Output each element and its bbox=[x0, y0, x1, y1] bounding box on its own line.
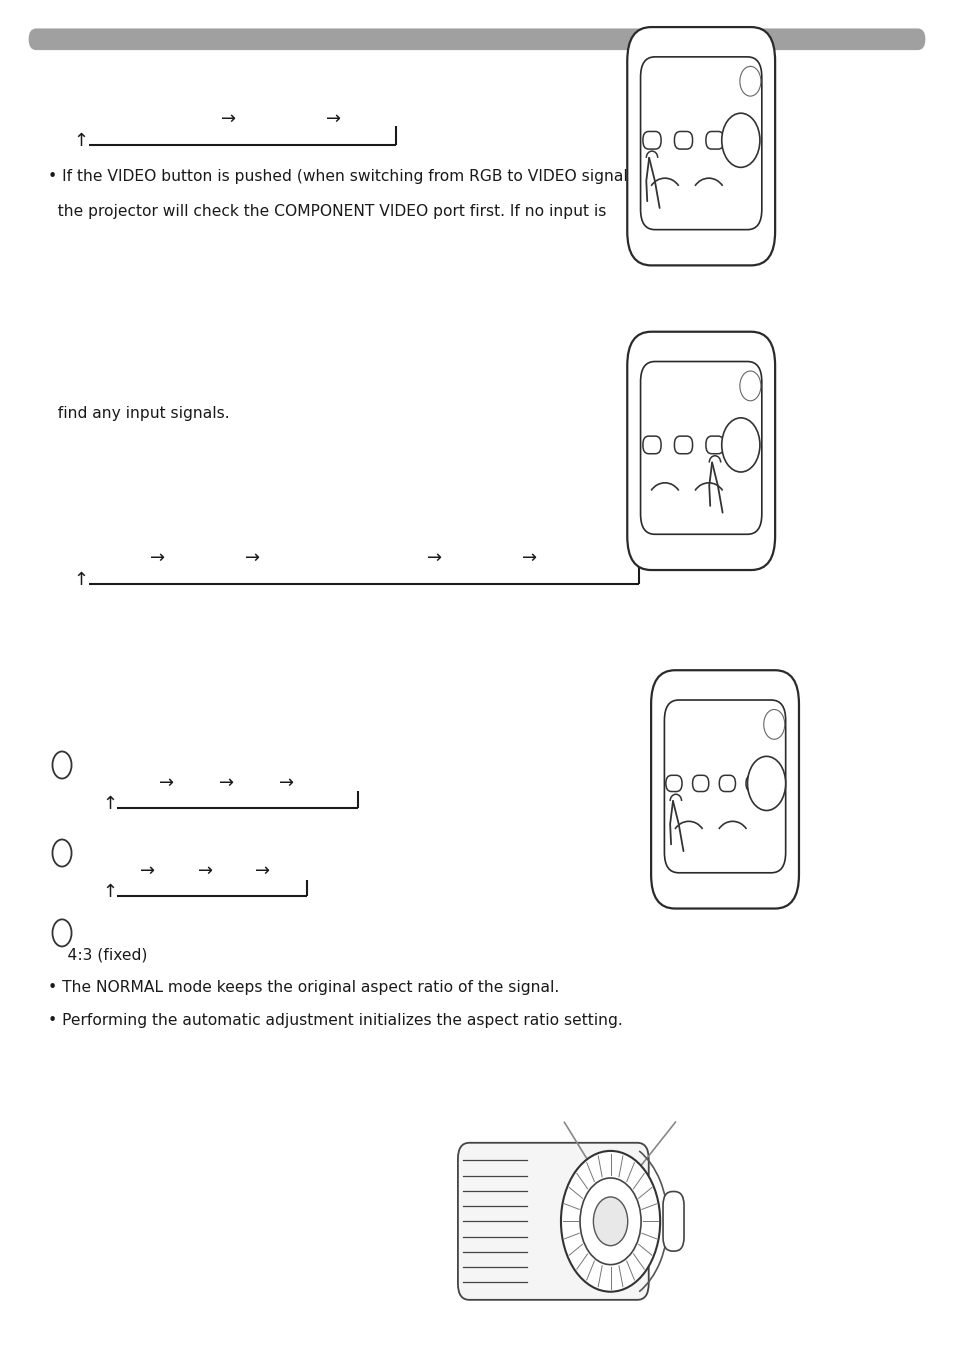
Circle shape bbox=[740, 66, 760, 96]
FancyBboxPatch shape bbox=[719, 776, 735, 792]
FancyBboxPatch shape bbox=[639, 362, 761, 535]
FancyBboxPatch shape bbox=[674, 131, 692, 149]
FancyBboxPatch shape bbox=[639, 57, 761, 230]
Text: →: → bbox=[426, 548, 441, 567]
FancyBboxPatch shape bbox=[674, 436, 692, 454]
Text: ᵠ: ᵠ bbox=[748, 70, 751, 79]
Text: • The NORMAL mode keeps the original aspect ratio of the signal.: • The NORMAL mode keeps the original asp… bbox=[48, 980, 558, 995]
Text: ↑: ↑ bbox=[102, 883, 117, 902]
FancyBboxPatch shape bbox=[663, 700, 785, 873]
Text: →: → bbox=[254, 861, 270, 880]
FancyBboxPatch shape bbox=[705, 131, 723, 149]
Text: →: → bbox=[150, 548, 165, 567]
Text: ᵠ: ᵠ bbox=[772, 714, 775, 722]
Text: ᵠ: ᵠ bbox=[748, 375, 751, 383]
Circle shape bbox=[740, 371, 760, 401]
Text: →: → bbox=[219, 773, 234, 792]
Text: ↑: ↑ bbox=[73, 570, 89, 589]
Text: →: → bbox=[197, 861, 213, 880]
FancyBboxPatch shape bbox=[705, 436, 723, 454]
Text: →: → bbox=[221, 110, 236, 129]
Text: 4:3 (fixed): 4:3 (fixed) bbox=[48, 948, 147, 963]
Text: →: → bbox=[326, 110, 341, 129]
Circle shape bbox=[52, 751, 71, 779]
Text: →: → bbox=[521, 548, 537, 567]
Text: • Performing the automatic adjustment initializes the aspect ratio setting.: • Performing the automatic adjustment in… bbox=[48, 1013, 621, 1028]
Text: • If the VIDEO button is pushed (when switching from RGB to VIDEO signals): • If the VIDEO button is pushed (when sw… bbox=[48, 169, 641, 184]
FancyBboxPatch shape bbox=[642, 131, 660, 149]
Circle shape bbox=[747, 757, 785, 811]
FancyBboxPatch shape bbox=[650, 670, 798, 909]
Text: the projector will check the COMPONENT VIDEO port first. If no input is: the projector will check the COMPONENT V… bbox=[48, 204, 605, 219]
FancyBboxPatch shape bbox=[457, 1143, 648, 1300]
Text: →: → bbox=[245, 548, 260, 567]
Circle shape bbox=[52, 919, 71, 946]
Text: →: → bbox=[140, 861, 155, 880]
FancyBboxPatch shape bbox=[692, 776, 708, 792]
FancyBboxPatch shape bbox=[662, 1192, 683, 1251]
FancyBboxPatch shape bbox=[626, 27, 774, 265]
Circle shape bbox=[579, 1178, 640, 1265]
FancyBboxPatch shape bbox=[626, 332, 774, 570]
Text: →: → bbox=[278, 773, 294, 792]
Text: ↑: ↑ bbox=[73, 131, 89, 150]
Circle shape bbox=[721, 114, 760, 168]
Circle shape bbox=[763, 709, 784, 739]
Text: find any input signals.: find any input signals. bbox=[48, 406, 229, 421]
FancyBboxPatch shape bbox=[29, 28, 924, 50]
Circle shape bbox=[721, 418, 760, 473]
FancyBboxPatch shape bbox=[745, 776, 761, 792]
FancyBboxPatch shape bbox=[642, 436, 660, 454]
FancyBboxPatch shape bbox=[665, 776, 681, 792]
Circle shape bbox=[52, 839, 71, 867]
Text: ↑: ↑ bbox=[102, 795, 117, 814]
Circle shape bbox=[593, 1197, 627, 1246]
Text: →: → bbox=[159, 773, 174, 792]
Circle shape bbox=[560, 1151, 659, 1292]
